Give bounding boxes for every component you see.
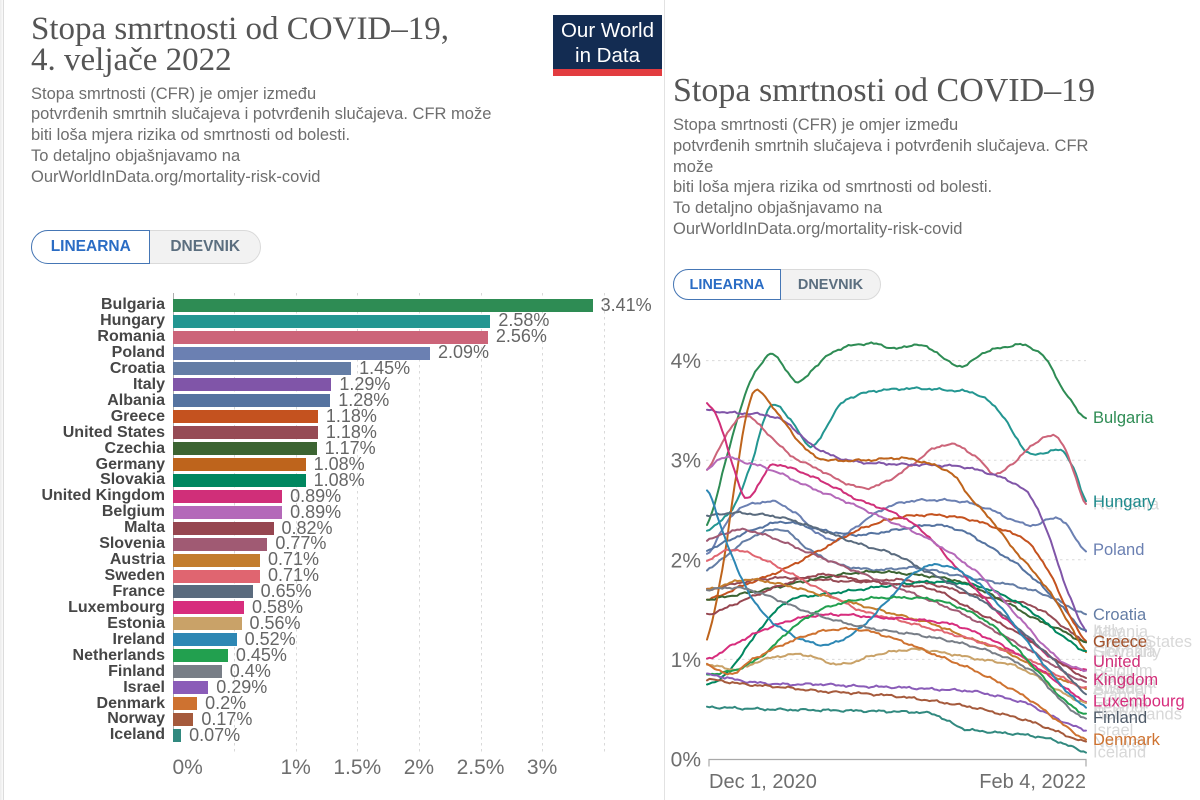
svg-text:Austria: Austria	[1093, 680, 1145, 698]
svg-text:Kingdom: Kingdom	[1093, 671, 1158, 689]
svg-text:Croatia: Croatia	[1093, 606, 1147, 624]
svg-text:0%: 0%	[671, 749, 701, 772]
svg-text:Bulgaria: Bulgaria	[1093, 409, 1154, 427]
svg-text:Ireland: Ireland	[1093, 699, 1143, 717]
svg-text:Finland: Finland	[1093, 709, 1147, 727]
svg-text:Netherlands: Netherlands	[1093, 706, 1182, 724]
svg-text:Hungary: Hungary	[1093, 493, 1156, 511]
svg-text:Denmark: Denmark	[1093, 731, 1161, 749]
svg-text:Dec 1, 2020: Dec 1, 2020	[709, 771, 817, 793]
svg-text:4%: 4%	[671, 350, 701, 373]
svg-text:Belgium: Belgium	[1093, 662, 1153, 680]
svg-text:Greece: Greece	[1093, 633, 1147, 651]
svg-text:Poland: Poland	[1093, 541, 1144, 559]
svg-text:1%: 1%	[671, 649, 701, 672]
svg-text:Luxembourg: Luxembourg	[1093, 693, 1185, 711]
svg-text:Germany: Germany	[1093, 643, 1162, 661]
svg-text:Norway: Norway	[1093, 734, 1150, 752]
svg-text:Iceland: Iceland	[1093, 744, 1146, 762]
svg-text:Slovenia: Slovenia	[1093, 674, 1157, 692]
svg-text:Czechia: Czechia	[1093, 634, 1153, 652]
svg-text:2%: 2%	[671, 549, 701, 572]
svg-text:United: United	[1093, 653, 1141, 671]
svg-text:Feb 4, 2022: Feb 4, 2022	[979, 771, 1086, 793]
svg-text:France: France	[1093, 686, 1144, 704]
svg-text:Sweden: Sweden	[1093, 680, 1153, 698]
svg-text:Malta: Malta	[1093, 669, 1134, 687]
svg-text:Romania: Romania	[1093, 496, 1160, 514]
svg-text:3%: 3%	[671, 450, 701, 473]
svg-text:Estonia: Estonia	[1093, 695, 1149, 713]
svg-text:Israel: Israel	[1093, 722, 1133, 740]
svg-text:Albania: Albania	[1093, 623, 1149, 641]
svg-text:United States: United States	[1093, 633, 1192, 651]
svg-text:Slovakia: Slovakia	[1093, 643, 1156, 661]
svg-text:Italy: Italy	[1093, 622, 1124, 640]
